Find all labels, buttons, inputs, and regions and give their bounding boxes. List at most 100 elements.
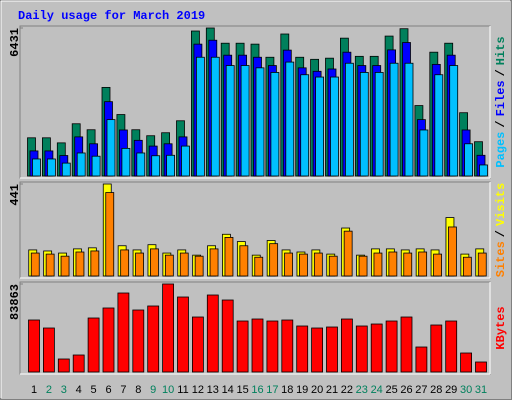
legend-entry: KBytes — [494, 306, 508, 349]
y-max-label: 441 — [8, 184, 22, 206]
bar — [313, 252, 323, 277]
bar — [374, 72, 384, 177]
legend: Sites / Visits — [494, 183, 508, 277]
x-tick-label: 8 — [135, 384, 141, 396]
chart-title: Daily usage for March 2019 — [18, 9, 205, 23]
bar — [28, 319, 40, 373]
bar — [284, 252, 293, 277]
bar — [30, 252, 40, 277]
bar — [419, 129, 429, 177]
bar — [240, 65, 250, 177]
bar — [61, 162, 71, 177]
bar — [340, 318, 353, 373]
bar — [430, 324, 443, 373]
y-max-label: 83863 — [8, 284, 22, 320]
bar — [385, 320, 398, 373]
bar — [206, 294, 219, 373]
bar — [330, 76, 339, 177]
bar — [120, 249, 130, 277]
bar — [221, 299, 234, 373]
bar — [343, 230, 353, 277]
legend-entry: Files — [494, 80, 508, 116]
x-tick-label: 31 — [475, 384, 487, 396]
bar — [445, 320, 458, 373]
x-tick-label: 15 — [236, 384, 248, 396]
bar — [136, 152, 146, 177]
bar — [43, 327, 55, 373]
x-tick-label: 13 — [207, 384, 219, 396]
bar — [403, 252, 413, 277]
bar — [389, 62, 399, 177]
x-tick-label: 10 — [162, 384, 174, 396]
bar — [225, 65, 235, 177]
bar — [91, 155, 101, 177]
x-tick-label: 16 — [251, 384, 263, 396]
x-tick-label: 11 — [177, 384, 188, 396]
x-tick-label: 24 — [371, 384, 383, 396]
bar — [76, 152, 86, 177]
bar — [355, 325, 368, 373]
bar — [415, 346, 428, 373]
bar — [90, 250, 100, 277]
x-tick-label: 9 — [150, 384, 156, 396]
bar — [224, 237, 234, 277]
bar — [150, 248, 159, 277]
bar — [255, 67, 265, 177]
bar — [179, 252, 189, 277]
bar — [147, 305, 160, 373]
bar — [57, 358, 70, 373]
bar — [400, 316, 413, 373]
bar — [194, 255, 204, 277]
legend-separator: / — [494, 69, 508, 76]
legend-separator: / — [494, 120, 508, 127]
bar — [373, 252, 383, 277]
bar — [181, 145, 190, 177]
bar — [195, 56, 205, 177]
bar — [300, 74, 310, 177]
bar — [475, 361, 487, 373]
bar — [388, 251, 398, 277]
bar — [121, 147, 131, 177]
bar — [328, 255, 338, 277]
bar — [132, 309, 145, 373]
bar — [87, 317, 100, 373]
x-tick-label: 28 — [430, 384, 442, 396]
x-tick-label: 22 — [341, 384, 353, 396]
legend-entry: Pages — [494, 132, 508, 168]
bar — [448, 226, 457, 277]
bar — [47, 158, 56, 177]
x-tick-label: 17 — [266, 384, 278, 396]
x-tick-label: 6 — [105, 384, 111, 396]
x-tick-label: 2 — [46, 384, 52, 396]
bar — [117, 292, 130, 373]
bar — [281, 319, 294, 373]
bar — [210, 56, 220, 177]
bar — [60, 255, 70, 277]
x-tick-label: 3 — [61, 384, 67, 396]
x-tick-label: 12 — [192, 384, 204, 396]
bar — [285, 61, 295, 177]
bar — [270, 72, 280, 177]
y-max-label: 6431 — [8, 28, 22, 57]
x-tick-label: 30 — [460, 384, 472, 396]
x-tick-label: 29 — [445, 384, 457, 396]
bar — [299, 253, 308, 277]
bar — [326, 326, 338, 373]
x-tick-label: 23 — [356, 384, 368, 396]
x-tick-label: 7 — [120, 384, 126, 396]
x-tick-label: 14 — [222, 384, 234, 396]
bar — [344, 62, 354, 177]
bar — [404, 62, 414, 177]
x-tick-label: 19 — [296, 384, 308, 396]
bar — [164, 254, 174, 277]
x-tick-label: 20 — [311, 384, 323, 396]
legend-entry: Hits — [494, 36, 508, 65]
bar — [135, 252, 144, 277]
bar — [311, 327, 324, 373]
bar — [315, 76, 325, 177]
bar — [45, 253, 55, 277]
legend-separator: / — [494, 230, 508, 237]
bar — [191, 316, 204, 373]
bar — [460, 352, 473, 373]
bar — [418, 251, 428, 277]
